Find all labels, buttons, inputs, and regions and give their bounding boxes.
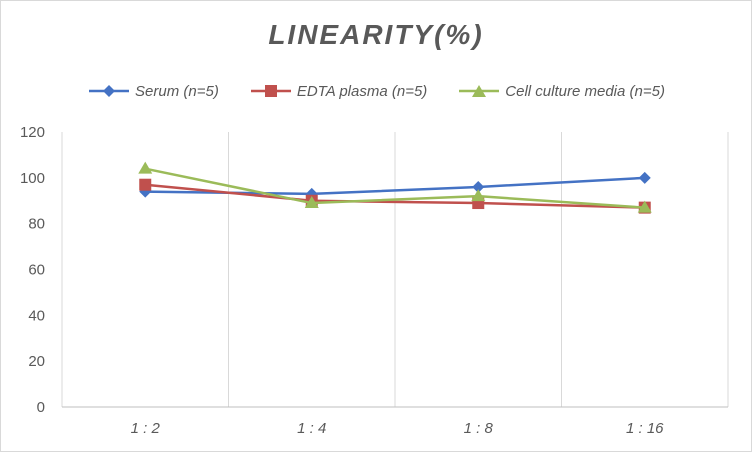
x-tick-label: 1 : 16	[626, 420, 664, 437]
legend-item-edta-plasma: EDTA plasma (n=5)	[249, 83, 427, 100]
legend-item-cell-culture-media: Cell culture media (n=5)	[457, 83, 665, 100]
x-tick-label: 1 : 8	[464, 420, 494, 437]
data-point-0	[472, 181, 485, 193]
data-point-2	[637, 200, 652, 213]
legend-marker-cell-culture-media	[459, 85, 500, 97]
data-point-0	[638, 171, 651, 184]
legend-label-edta-plasma: EDTA plasma (n=5)	[296, 82, 428, 100]
y-tick-label: 80	[28, 216, 45, 233]
series-line-1	[145, 183, 645, 209]
chart-title: LINEARITY(%)	[268, 19, 484, 50]
legend-label-cell-culture-media: Cell culture media (n=5)	[505, 82, 665, 100]
data-point-2	[304, 196, 319, 209]
data-point-2	[471, 189, 486, 202]
y-tick-label: 60	[28, 262, 45, 279]
legend: Serum (n=5) EDTA plasma (n=5) Cell cultu…	[1, 79, 751, 103]
series-line-2	[144, 167, 645, 209]
legend-item-serum: Serum (n=5)	[87, 83, 219, 100]
y-tick-label: 120	[20, 124, 45, 141]
y-tick-label: 20	[28, 353, 45, 370]
y-tick-label: 0	[37, 399, 45, 416]
y-tick-label: 40	[28, 307, 45, 324]
x-tick-label: 1 : 2	[131, 420, 161, 437]
data-point-2	[138, 161, 153, 174]
data-point-1	[139, 178, 152, 191]
x-tick-label: 1 : 4	[297, 420, 326, 437]
legend-marker-serum	[89, 85, 130, 97]
y-tick-label: 100	[20, 170, 45, 187]
legend-marker-edta-plasma	[250, 85, 291, 97]
legend-label-serum: Serum (n=5)	[135, 82, 219, 100]
